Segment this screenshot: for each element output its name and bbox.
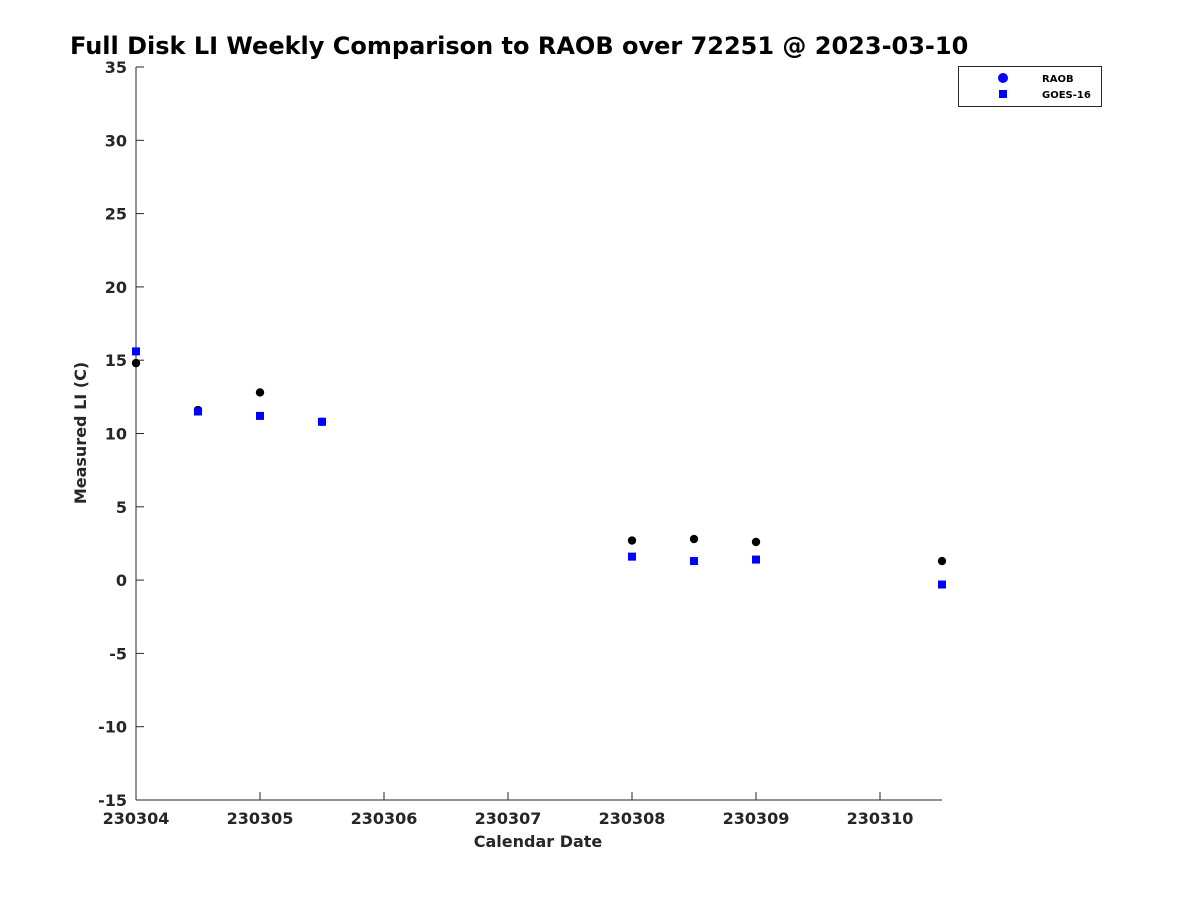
data-points (131, 347, 947, 589)
x-tick-label: 230310 (847, 809, 914, 828)
x-tick-label: 230305 (227, 809, 294, 828)
data-point-goes-16 (318, 417, 326, 426)
data-point-raob (937, 556, 947, 566)
y-tick-label: -10 (98, 718, 127, 737)
y-tick-label: 15 (105, 351, 127, 370)
x-tick-label: 230304 (103, 809, 170, 828)
legend: RAOB GOES-16 (958, 66, 1102, 107)
data-point-goes-16 (132, 347, 140, 356)
y-axis-label: Measured LI (C) (71, 362, 90, 504)
chart-title: Full Disk LI Weekly Comparison to RAOB o… (70, 32, 968, 60)
y-tick-label: 35 (105, 58, 127, 77)
data-point-raob (689, 534, 699, 544)
legend-label: RAOB (1042, 74, 1074, 85)
data-point-raob (131, 358, 141, 368)
data-point-raob (751, 537, 761, 547)
legend-label: GOES-16 (1042, 90, 1091, 101)
legend-marker-goes-16 (999, 90, 1007, 98)
x-tick-label: 230307 (475, 809, 542, 828)
ticks: -15 -10 -5 0 5 10 15 20 25 30 35 230304 230305 230306… (98, 58, 913, 828)
data-point-goes-16 (628, 552, 636, 561)
y-tick-label: 5 (116, 498, 127, 517)
x-axis-label: Calendar Date (474, 832, 603, 851)
data-point-goes-16 (938, 580, 946, 589)
x-tick-label: 230309 (723, 809, 790, 828)
data-point-raob (627, 536, 637, 545)
data-point-goes-16 (256, 411, 264, 420)
y-tick-label: -5 (109, 644, 127, 663)
y-tick-label: 20 (105, 278, 127, 297)
y-tick-label: 0 (116, 571, 127, 590)
data-point-raob (255, 388, 265, 397)
legend-marker-raob (998, 73, 1008, 83)
y-tick-label: -15 (98, 791, 127, 810)
y-tick-label: 25 (105, 205, 127, 224)
data-point-goes-16 (194, 407, 202, 416)
x-tick-label: 230306 (351, 809, 418, 828)
legend-box (958, 66, 1102, 107)
y-tick-label: 30 (105, 131, 127, 150)
series-goes-16 (132, 347, 946, 589)
y-tick-label: 10 (105, 425, 127, 444)
data-point-goes-16 (690, 557, 698, 566)
data-point-goes-16 (752, 555, 760, 564)
x-tick-label: 230308 (599, 809, 666, 828)
